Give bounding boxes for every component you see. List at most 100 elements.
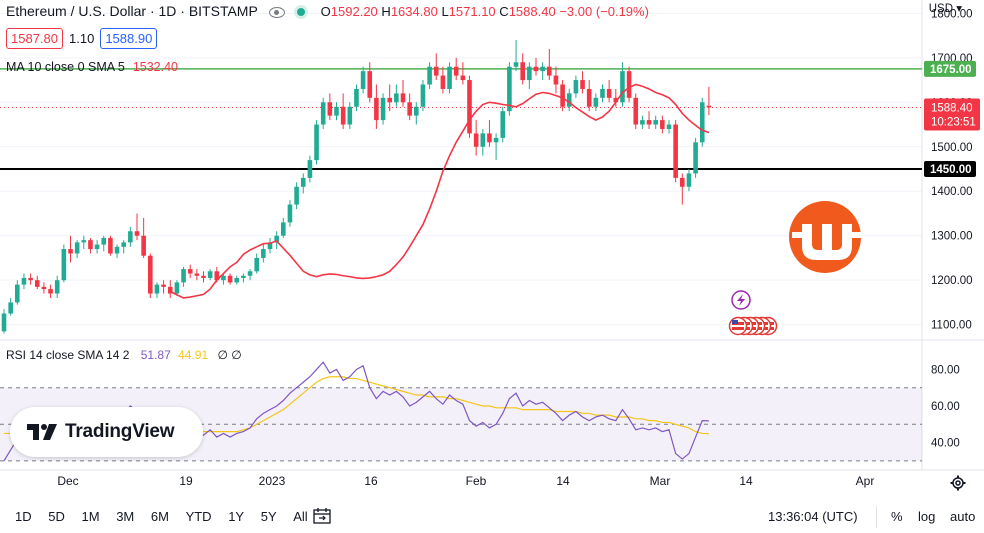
candle-body xyxy=(41,286,47,290)
candle-body xyxy=(207,271,213,278)
currency-selector[interactable]: USD ▾ xyxy=(928,3,962,15)
sell-button[interactable]: 1587.80 xyxy=(6,28,63,49)
timeframe-5y[interactable]: 5Y xyxy=(260,509,277,524)
rsi-legend[interactable]: RSI 14 close SMA 14 2 51.87 44.91 ∅ ∅ xyxy=(6,348,242,362)
auto-toggle[interactable]: auto xyxy=(950,509,976,524)
candle-body xyxy=(221,275,226,281)
timeframe-5d[interactable]: 5D xyxy=(48,509,65,524)
candle-body xyxy=(547,66,552,76)
candle-body xyxy=(347,106,353,125)
percent-toggle[interactable]: % xyxy=(891,509,903,524)
candle-body xyxy=(686,173,692,187)
candle-body xyxy=(666,124,672,129)
eye-icon[interactable] xyxy=(269,7,286,19)
calendar-icon[interactable] xyxy=(313,508,331,524)
candle-body xyxy=(327,102,333,116)
horizontal-line-label: 1675.00 xyxy=(930,64,972,76)
candle-body xyxy=(433,66,439,76)
candle-body xyxy=(307,160,313,178)
timeframe-6m[interactable]: 6M xyxy=(150,509,169,524)
candle-body xyxy=(380,97,386,121)
timeframe-ytd[interactable]: YTD xyxy=(185,509,212,524)
horizontal-line-label-bg xyxy=(924,161,976,177)
spread-value: 1.10 xyxy=(69,31,95,46)
candle-body xyxy=(294,186,299,205)
candle-body xyxy=(673,124,678,178)
candle-body xyxy=(693,142,698,174)
y-tick-label: 1100.00 xyxy=(931,320,972,332)
candle-body xyxy=(453,66,459,76)
candle-body xyxy=(340,106,346,125)
candle-body xyxy=(94,244,100,250)
timeframe-all[interactable]: All xyxy=(293,509,308,524)
candle-body xyxy=(520,62,525,81)
candle-body xyxy=(586,88,592,107)
candle-body xyxy=(593,97,599,107)
candle-body xyxy=(287,204,293,223)
timeframe-1m[interactable]: 1M xyxy=(81,509,100,524)
candle-body xyxy=(606,88,612,98)
candle-body xyxy=(527,66,532,81)
ma-legend-label: MA 10 close 0 SMA 5 xyxy=(6,60,125,74)
candle-body xyxy=(400,93,406,103)
candle-body xyxy=(114,246,120,254)
candle-body xyxy=(241,275,246,278)
candle-body xyxy=(141,235,146,256)
candle-body xyxy=(194,273,200,276)
candle-body xyxy=(447,66,452,89)
candle-body xyxy=(660,120,665,129)
x-tick-label: 16 xyxy=(364,474,378,488)
ma-line xyxy=(169,83,710,299)
candle-body xyxy=(267,242,273,250)
rsi-na-1: ∅ xyxy=(217,348,228,362)
candle-body xyxy=(620,71,625,103)
candle-body xyxy=(374,97,379,121)
candle-body xyxy=(54,280,60,294)
buy-button[interactable]: 1588.90 xyxy=(100,28,158,49)
timeframe-1y[interactable]: 1Y xyxy=(228,509,245,524)
candle-body xyxy=(613,97,619,103)
ma-legend[interactable]: MA 10 close 0 SMA 5 1532.40 xyxy=(6,60,178,74)
candle-body xyxy=(473,133,479,147)
horizontal-line-label: 1450.00 xyxy=(930,164,972,176)
candle-body xyxy=(214,271,220,281)
countdown-label: 10:23:51 xyxy=(931,116,976,128)
x-tick-label: Feb xyxy=(466,474,487,488)
timeframe-1d[interactable]: 1D xyxy=(15,509,32,524)
candle-body xyxy=(187,269,193,274)
clock-timezone[interactable]: 13:36:04 (UTC) xyxy=(768,509,858,524)
candle-body xyxy=(134,231,140,236)
candle-body xyxy=(1,313,7,332)
ma-legend-value: 1532.40 xyxy=(132,60,178,74)
coin-logo-bar-right xyxy=(852,232,862,238)
log-toggle[interactable]: log xyxy=(918,509,936,524)
candle-body xyxy=(201,275,206,278)
candle-body xyxy=(261,249,266,258)
candle-body xyxy=(540,66,545,72)
tradingview-logo[interactable]: TradingView xyxy=(10,407,203,457)
trade-buttons: 1587.80 1.10 1588.90 xyxy=(6,28,158,49)
candle-body xyxy=(440,75,446,89)
timeframe-3m[interactable]: 3M xyxy=(116,509,135,524)
candle-body xyxy=(81,240,87,243)
candle-body xyxy=(320,102,326,125)
candle-body xyxy=(8,302,13,314)
gear-icon[interactable] xyxy=(950,475,966,491)
rsi-legend-label: RSI 14 close SMA 14 2 xyxy=(6,348,130,362)
candle-body xyxy=(354,88,359,107)
candle-body xyxy=(493,137,499,143)
symbol-title[interactable]: Ethereum / U.S. Dollar · 1D · BITSTAMP xyxy=(6,3,258,19)
rsi-sma-value: 44.91 xyxy=(178,348,209,362)
x-tick-label: 19 xyxy=(179,474,193,488)
candle-body xyxy=(553,75,559,85)
horizontal-line-label-bg xyxy=(924,60,976,77)
bottom-toolbar: 1D 5D 1M 3M 6M YTD 1Y 5Y All 13:36:04 (U… xyxy=(0,500,984,533)
chevron-down-icon: ▾ xyxy=(956,3,962,15)
candle-body xyxy=(281,222,286,236)
candle-body xyxy=(167,286,173,294)
candle-body xyxy=(460,75,466,81)
candle-body xyxy=(560,84,565,107)
candle-body xyxy=(427,66,432,85)
candle-body xyxy=(680,177,685,187)
candle-body xyxy=(15,284,20,303)
